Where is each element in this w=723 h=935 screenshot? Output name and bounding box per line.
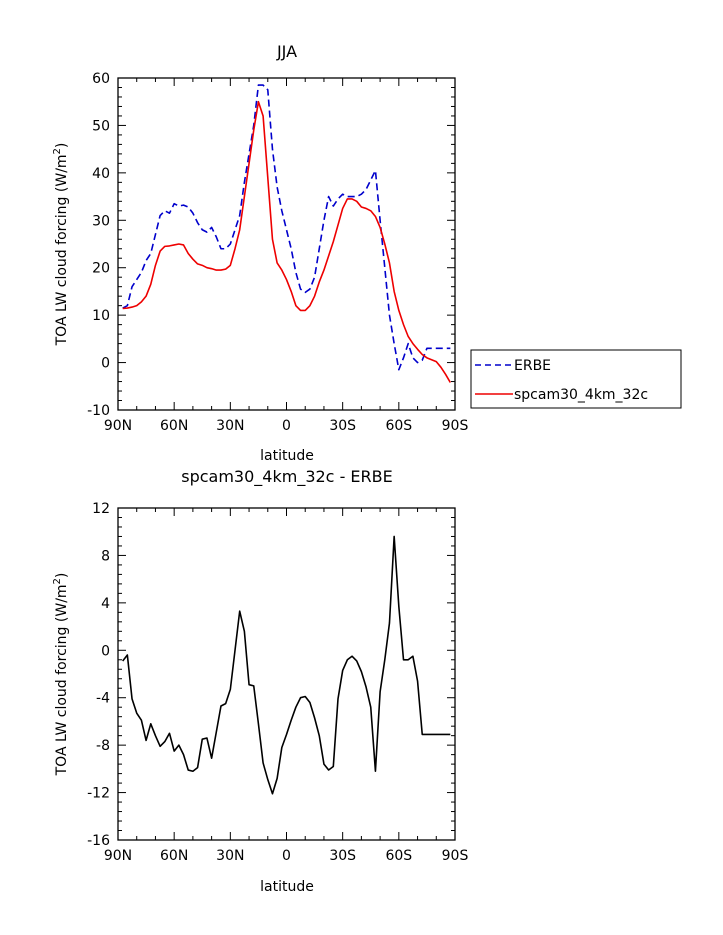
bottom-axis-ticks	[117, 507, 456, 841]
top-y-tick-label: 30	[92, 213, 110, 229]
bottom-x-tick-label: 60S	[385, 848, 412, 864]
legend-label-spcam: spcam30_4km_32c	[514, 387, 648, 403]
bottom-y-tick-label: -16	[87, 833, 110, 849]
top-y-tick-label: 50	[92, 118, 110, 134]
top-axis-ticks	[117, 77, 456, 411]
top-series-line-1	[122, 84, 451, 371]
top-x-tick-label: 30S	[329, 418, 356, 434]
top-x-tick-label: 30N	[216, 418, 244, 434]
top-chart-title: JJA	[276, 42, 297, 61]
bottom-y-axis-label: TOA LW cloud forcing (W/m2)	[52, 573, 70, 777]
bottom-x-tick-label: 30N	[216, 848, 244, 864]
top-series-line-2	[122, 100, 452, 383]
bottom-y-axis-label-sup: 2	[52, 578, 63, 584]
legend: ERBE spcam30_4km_32c	[470, 349, 682, 409]
bottom-x-tick-label: 30S	[329, 848, 356, 864]
top-x-tick-label: 60N	[160, 418, 188, 434]
bottom-y-axis-label-main: TOA LW cloud forcing (W/m	[54, 584, 70, 776]
top-x-tick-label: 90S	[442, 418, 469, 434]
bottom-y-tick-label: -8	[96, 738, 110, 754]
bottom-panel: spcam30_4km_32c - ERBE 90N 60N 30N 0 30S 60S 9…	[52, 467, 468, 895]
bottom-x-tick-label: 90N	[104, 848, 132, 864]
top-y-tick-label: 60	[92, 71, 110, 87]
top-y-tick-label: -10	[87, 403, 110, 419]
top-series-group	[122, 84, 452, 383]
bottom-y-tick-labels: -16 -12 -8 -4 0 4 8 12	[87, 501, 110, 849]
bottom-y-tick-label: 8	[101, 548, 110, 564]
bottom-x-axis-label: latitude	[260, 879, 314, 895]
top-x-tick-label: 90N	[104, 418, 132, 434]
bottom-y-tick-label: -12	[87, 786, 110, 802]
legend-label-erbe: ERBE	[514, 358, 551, 374]
bottom-x-tick-label: 0	[282, 848, 291, 864]
top-x-tick-labels: 90N 60N 30N 0 30S 60S 90S	[104, 418, 469, 434]
top-y-tick-label: 10	[92, 308, 110, 324]
top-x-tick-label: 0	[282, 418, 291, 434]
top-y-axis-label-sup: 2	[52, 148, 63, 154]
top-y-tick-label: 20	[92, 261, 110, 277]
top-panel: JJA 90N 60N 30N 0 30S 60S 90S -10 0 10 20 30 40 50 60…	[52, 42, 682, 464]
top-y-tick-label: 0	[101, 356, 110, 372]
top-y-axis-label-main: TOA LW cloud forcing (W/m	[54, 154, 70, 346]
top-x-tick-label: 60S	[385, 418, 412, 434]
bottom-y-tick-label: 12	[92, 501, 110, 517]
bottom-x-tick-label: 90S	[442, 848, 469, 864]
top-y-tick-label: 40	[92, 166, 110, 182]
legend-box	[470, 349, 682, 409]
bottom-x-tick-labels: 90N 60N 30N 0 30S 60S 90S	[104, 848, 469, 864]
bottom-series-line-1	[122, 535, 451, 795]
top-y-axis-label-end: )	[54, 143, 70, 148]
bottom-y-axis-label-end: )	[54, 573, 70, 578]
bottom-x-tick-label: 60N	[160, 848, 188, 864]
top-plot-frame	[117, 77, 456, 411]
top-y-axis-label: TOA LW cloud forcing (W/m2)	[52, 143, 70, 347]
bottom-y-tick-label: -4	[96, 691, 110, 707]
bottom-y-tick-label: 0	[101, 643, 110, 659]
bottom-y-tick-label: 4	[101, 596, 110, 612]
top-x-axis-label: latitude	[260, 448, 314, 464]
bottom-plot-frame	[117, 507, 456, 841]
bottom-chart-title: spcam30_4km_32c - ERBE	[181, 467, 392, 487]
bottom-series-group	[122, 535, 451, 795]
top-y-tick-labels: -10 0 10 20 30 40 50 60	[87, 71, 110, 419]
